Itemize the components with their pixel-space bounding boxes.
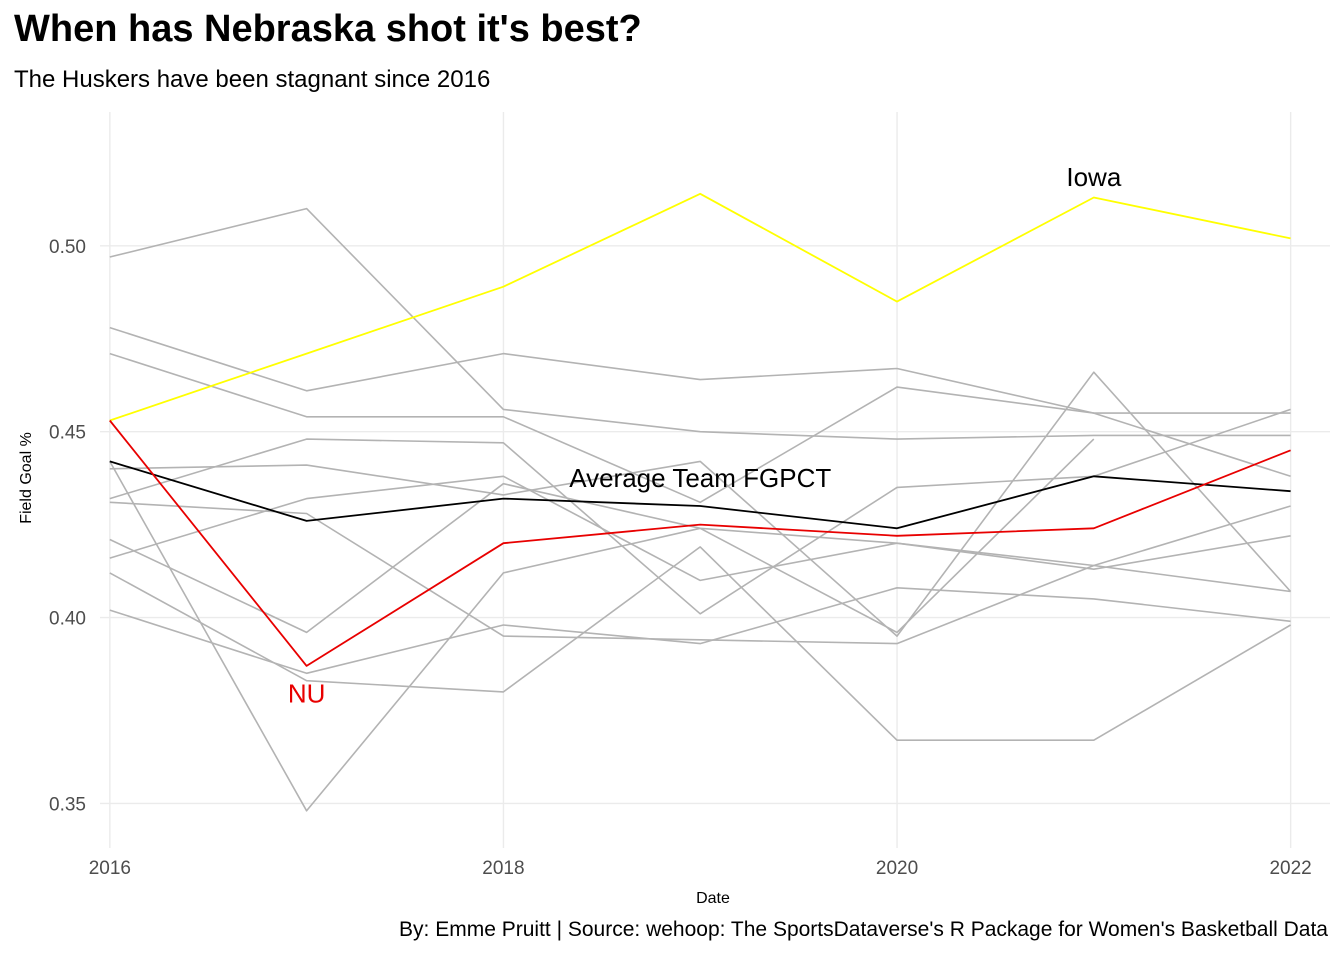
nebraska-line — [109, 419, 1291, 667]
annotation-label: Average Team FGPCT — [569, 463, 831, 493]
annotations: Iowa Average Team FGPCT NU — [288, 162, 1122, 709]
team-line-2 — [109, 352, 1291, 504]
iowa-line — [109, 192, 1291, 422]
y-tick-label: 0.50 — [49, 237, 86, 258]
x-tick-label: 2022 — [1269, 858, 1311, 879]
x-axis-label: Date — [696, 890, 730, 907]
team-line-7 — [109, 438, 1095, 812]
x-tick-label: 2020 — [876, 858, 918, 879]
team-line-10 — [109, 587, 1291, 675]
x-tick-label: 2016 — [89, 858, 131, 879]
y-axis-label: Field Goal % — [18, 432, 35, 524]
x-tick-label: 2018 — [482, 858, 524, 879]
chart-subtitle: The Huskers have been stagnant since 201… — [14, 66, 491, 93]
chart-caption: By: Emme Pruitt | Source: wehoop: The Sp… — [399, 918, 1328, 941]
team-line-9 — [109, 546, 1292, 741]
team-line-3 — [109, 371, 1292, 637]
team-line-8 — [109, 501, 1291, 645]
average-line — [109, 460, 1291, 530]
y-tick-label: 0.35 — [49, 794, 86, 815]
y-tick-label: 0.40 — [49, 609, 86, 630]
y-tick-label: 0.45 — [49, 423, 86, 444]
annotation-label: NU — [288, 679, 326, 709]
team-line-0 — [109, 207, 1291, 440]
axis-ticks: 2016 2018 2020 2022 0.35 0.40 0.45 0.50 — [49, 237, 1312, 879]
series-lines — [109, 192, 1292, 812]
team-line-1 — [109, 326, 1291, 414]
chart-title: When has Nebraska shot it's best? — [14, 8, 642, 50]
annotation-label: Iowa — [1066, 162, 1121, 192]
